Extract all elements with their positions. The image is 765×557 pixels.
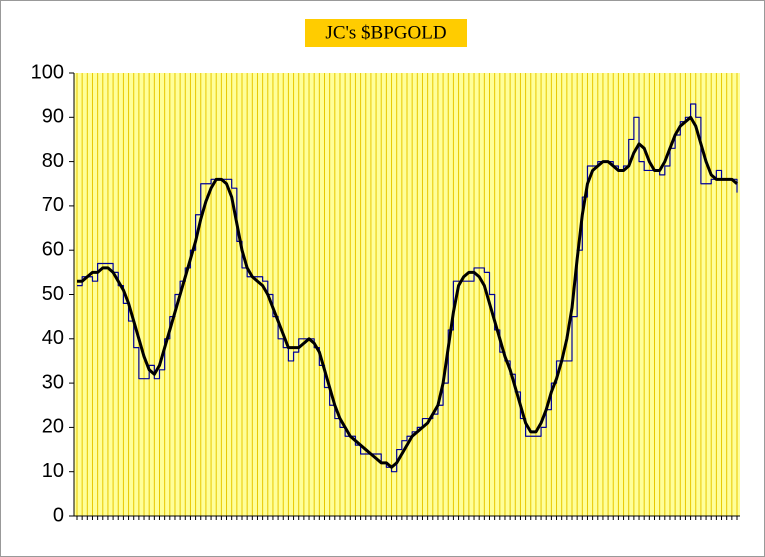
y-tick-label: 40 — [42, 327, 64, 349]
y-tick-label: 60 — [42, 238, 64, 260]
y-tick-label: 70 — [42, 194, 64, 216]
series-line — [77, 115, 738, 469]
y-tick-label: 30 — [42, 371, 64, 393]
title-box — [305, 19, 467, 47]
y-tick-label: 20 — [42, 416, 64, 438]
y-tick-label: 100 — [31, 61, 64, 83]
y-tick-label: 0 — [53, 504, 64, 526]
y-tick-label: 90 — [42, 106, 64, 128]
chart-title: JC's $BPGOLD — [325, 22, 446, 43]
y-tick-label: 10 — [42, 460, 64, 482]
y-tick-label: 80 — [42, 150, 64, 172]
y-tick-label: 50 — [42, 283, 64, 305]
